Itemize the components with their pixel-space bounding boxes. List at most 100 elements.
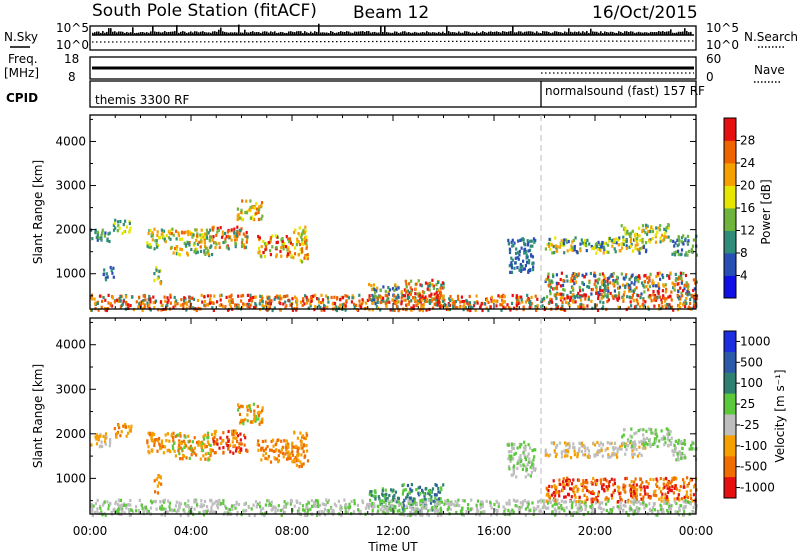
echo-cell <box>630 274 633 278</box>
echo-cell <box>142 301 145 305</box>
nsky-bar <box>688 32 690 35</box>
echo-cell <box>310 296 313 300</box>
echo-cell <box>222 501 225 506</box>
echo-cell <box>280 448 283 452</box>
echo-cell <box>601 486 604 491</box>
nsky-bar <box>170 31 172 35</box>
echo-cell <box>572 300 575 304</box>
nsky-bar <box>332 31 334 35</box>
echo-cell <box>302 297 305 301</box>
echo-cell <box>594 279 597 283</box>
nsky-bar <box>120 31 122 35</box>
echo-cell <box>236 217 239 221</box>
echo-cell <box>169 450 172 454</box>
echo-cell <box>124 425 127 429</box>
echo-cell <box>159 280 162 285</box>
echo-cell <box>379 308 382 312</box>
echo-cell <box>584 297 587 301</box>
echo-cell <box>622 433 625 437</box>
echo-cell <box>397 295 400 299</box>
echo-cell <box>300 453 303 457</box>
echo-cell <box>668 303 671 307</box>
nsky-bar <box>440 32 442 35</box>
echo-cell <box>567 493 570 497</box>
echo-cell <box>599 300 602 304</box>
nsky-bar <box>278 32 280 35</box>
echo-cell <box>120 505 123 509</box>
cpid-panel-frame <box>89 80 697 108</box>
echo-cell <box>435 291 438 295</box>
echo-cell <box>241 199 244 203</box>
velocity-y-label: Slant Range [km] <box>31 364 45 468</box>
echo-cell <box>649 272 652 276</box>
echo-cell <box>257 443 261 447</box>
echo-cell <box>558 441 562 445</box>
echo-cell <box>196 441 199 445</box>
echo-cell <box>536 504 539 509</box>
echo-cell <box>641 480 644 485</box>
echo-cell <box>525 467 528 471</box>
echo-cell <box>515 251 518 256</box>
colorbar-tick-label: 16 <box>740 201 755 215</box>
echo-cell <box>518 445 522 449</box>
echo-cell <box>103 500 106 504</box>
echo-cell <box>525 253 528 257</box>
echo-cell <box>376 300 379 304</box>
echo-cell <box>359 305 362 309</box>
echo-cell <box>485 306 488 310</box>
echo-cell <box>654 240 658 244</box>
echo-cell <box>650 431 653 435</box>
echo-cell <box>666 303 669 307</box>
echo-cell <box>594 497 597 501</box>
nsky-bar <box>518 31 520 35</box>
echo-cell <box>288 452 291 456</box>
nsky-bar <box>470 32 472 35</box>
echo-cell <box>277 449 281 453</box>
echo-cell <box>511 301 514 305</box>
echo-cell <box>624 504 627 508</box>
echo-cell <box>325 498 328 502</box>
echo-cell <box>675 487 678 491</box>
nsky-tick-bottom: 10^0 <box>56 38 89 52</box>
echo-cell <box>605 485 608 489</box>
echo-cell <box>523 241 526 245</box>
echo-cell <box>339 504 342 508</box>
echo-cell <box>266 499 269 503</box>
echo-cell <box>233 504 236 508</box>
echo-cell <box>612 453 615 457</box>
echo-cell <box>508 247 511 251</box>
echo-cell <box>167 236 171 240</box>
echo-cell <box>275 246 278 250</box>
echo-cell <box>608 480 611 484</box>
echo-cell <box>570 503 573 507</box>
echo-cell <box>682 485 685 489</box>
echo-cell <box>310 299 313 303</box>
echo-cell <box>391 287 395 291</box>
echo-cell <box>313 500 316 504</box>
echo-cell <box>201 505 204 509</box>
echo-cell <box>517 239 520 243</box>
echo-cell <box>440 500 444 504</box>
echo-cell <box>410 279 413 283</box>
echo-cell <box>180 298 183 302</box>
echo-cell <box>514 451 517 455</box>
echo-cell <box>192 306 195 310</box>
echo-cell <box>144 505 148 509</box>
echo-cell <box>193 241 196 245</box>
echo-cell <box>211 502 214 506</box>
echo-cell <box>202 513 205 517</box>
nsky-bar <box>416 32 418 35</box>
echo-cell <box>159 447 162 451</box>
echo-cell <box>462 513 465 517</box>
echo-cell <box>527 500 530 504</box>
echo-cell <box>236 510 239 514</box>
echo-cell <box>534 305 537 309</box>
echo-cell <box>624 484 627 488</box>
echo-cell <box>398 508 401 512</box>
echo-cell <box>376 297 379 301</box>
colorbar-tick-label: 4 <box>740 269 748 283</box>
echo-cell <box>581 273 584 277</box>
echo-cell <box>257 210 260 215</box>
echo-cell <box>686 234 690 238</box>
echo-cell <box>116 298 119 302</box>
